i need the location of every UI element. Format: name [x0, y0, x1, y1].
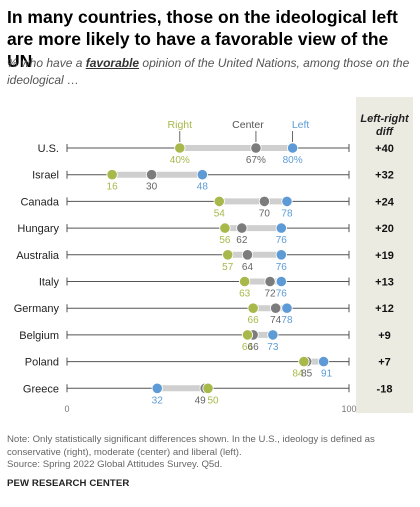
dot-right-italy [239, 275, 251, 288]
dot-right-greece [202, 382, 214, 394]
value-label-center-poland: 85 [301, 369, 313, 380]
country-label-belgium: Belgium [19, 330, 59, 342]
dot-right-israel [106, 169, 118, 181]
diff-value-u-s: +40 [375, 143, 394, 155]
value-label-left-israel: 48 [197, 182, 209, 193]
dot-right-australia [222, 249, 234, 261]
pew-research-logo: PEW RESEARCH CENTER [7, 478, 130, 489]
dot-left-germany [281, 302, 293, 314]
dot-left-belgium [267, 329, 279, 341]
dot-right-hungary [219, 222, 231, 234]
country-label-israel: Israel [32, 170, 59, 182]
dot-left-israel [196, 169, 208, 181]
diff-value-poland: +7 [378, 357, 391, 369]
value-label-center-hungary: 62 [236, 235, 248, 246]
dot-right-poland [298, 355, 310, 368]
diff-value-greece: -18 [377, 383, 393, 395]
country-label-canada: Canada [20, 196, 59, 208]
value-label-center-israel: 30 [146, 182, 158, 193]
subtitle-prefix: % who have a [7, 56, 86, 70]
subtitle-emphasis: favorable [85, 56, 140, 70]
chart-title: In many countries, those on the ideologi… [7, 7, 398, 71]
dot-right-belgium [241, 329, 254, 341]
dot-center-u-s [250, 142, 262, 154]
country-label-australia: Australia [16, 250, 60, 262]
country-label-germany: Germany [14, 303, 60, 315]
value-label-left-italy: 76 [276, 289, 288, 300]
dot-left-italy [275, 275, 287, 288]
dot-center-canada [258, 195, 270, 207]
x-tick-label-0: 0 [64, 404, 69, 414]
chart-subtitle: % who have a favorable opinion of the Un… [7, 55, 413, 89]
value-label-left-australia: 76 [276, 262, 288, 273]
dot-center-australia [241, 249, 254, 261]
dot-left-u-s [286, 142, 299, 154]
diff-value-italy: +13 [375, 277, 394, 289]
value-label-right-u-s: 40% [170, 155, 190, 166]
diff-value-germany: +12 [375, 303, 394, 315]
dot-left-greece [151, 382, 163, 394]
value-label-left-greece: 32 [152, 395, 164, 406]
value-label-right-poland: 84 [292, 369, 304, 380]
chart-source: Source: Spring 2022 Global Attitudes Sur… [7, 459, 223, 470]
legend-label-right: Right [168, 119, 193, 131]
dot-left-hungary [275, 222, 287, 234]
value-label-center-greece: 49 [195, 395, 207, 406]
value-label-right-belgium: 64 [242, 342, 254, 353]
dot-plot-chart: 0 100 U.S. 40% 67% 80% +40 Right Center Left Israe… [14, 119, 395, 414]
chart-note: Note: Only statistically significant dif… [7, 434, 375, 458]
dot-center-israel [146, 169, 158, 181]
value-label-center-germany: 74 [270, 315, 282, 326]
diff-value-australia: +19 [375, 250, 394, 262]
diff-value-israel: +32 [375, 170, 394, 182]
value-label-center-canada: 70 [259, 208, 271, 219]
value-label-right-israel: 16 [107, 182, 119, 193]
country-label-poland: Poland [25, 357, 59, 369]
value-label-left-belgium: 73 [267, 342, 279, 353]
value-label-center-belgium: 66 [248, 342, 260, 353]
diff-value-belgium: +9 [378, 330, 391, 342]
country-label-italy: Italy [39, 277, 60, 289]
value-label-center-italy: 72 [264, 289, 276, 300]
country-label-u-s: U.S. [38, 143, 59, 155]
diff-value-hungary: +20 [375, 223, 394, 235]
value-label-left-poland: 91 [321, 369, 333, 380]
country-label-greece: Greece [23, 383, 59, 395]
dot-left-canada [281, 195, 293, 207]
value-label-left-u-s: 80% [283, 155, 303, 166]
value-label-left-canada: 78 [281, 208, 293, 219]
value-label-left-germany: 78 [281, 315, 293, 326]
diff-column-header: Left-right diff [360, 113, 409, 138]
value-label-right-greece: 50 [207, 395, 219, 406]
value-label-right-hungary: 56 [219, 235, 231, 246]
dot-right-u-s [174, 142, 186, 154]
subtitle-suffix: opinion of the United Nations, among tho… [7, 56, 410, 87]
dot-right-germany [247, 302, 259, 314]
dot-center-hungary [236, 222, 248, 234]
value-label-right-canada: 54 [214, 208, 226, 219]
legend-label-center: Center [232, 119, 264, 131]
dot-left-poland [318, 355, 330, 368]
value-label-right-italy: 63 [239, 289, 251, 300]
legend-label-left: Left [292, 119, 310, 131]
value-label-center-u-s: 67% [246, 155, 266, 166]
country-label-hungary: Hungary [17, 223, 59, 235]
value-label-left-hungary: 76 [276, 235, 288, 246]
dot-left-australia [275, 249, 287, 261]
x-tick-label-100: 100 [341, 404, 356, 414]
dot-right-canada [213, 195, 225, 207]
diff-value-canada: +24 [375, 196, 395, 208]
value-label-right-germany: 66 [248, 315, 260, 326]
diff-column-background [356, 97, 413, 413]
dot-center-germany [270, 302, 282, 314]
dot-center-italy [264, 275, 276, 288]
value-label-center-australia: 64 [242, 262, 254, 273]
value-label-right-australia: 57 [222, 262, 234, 273]
